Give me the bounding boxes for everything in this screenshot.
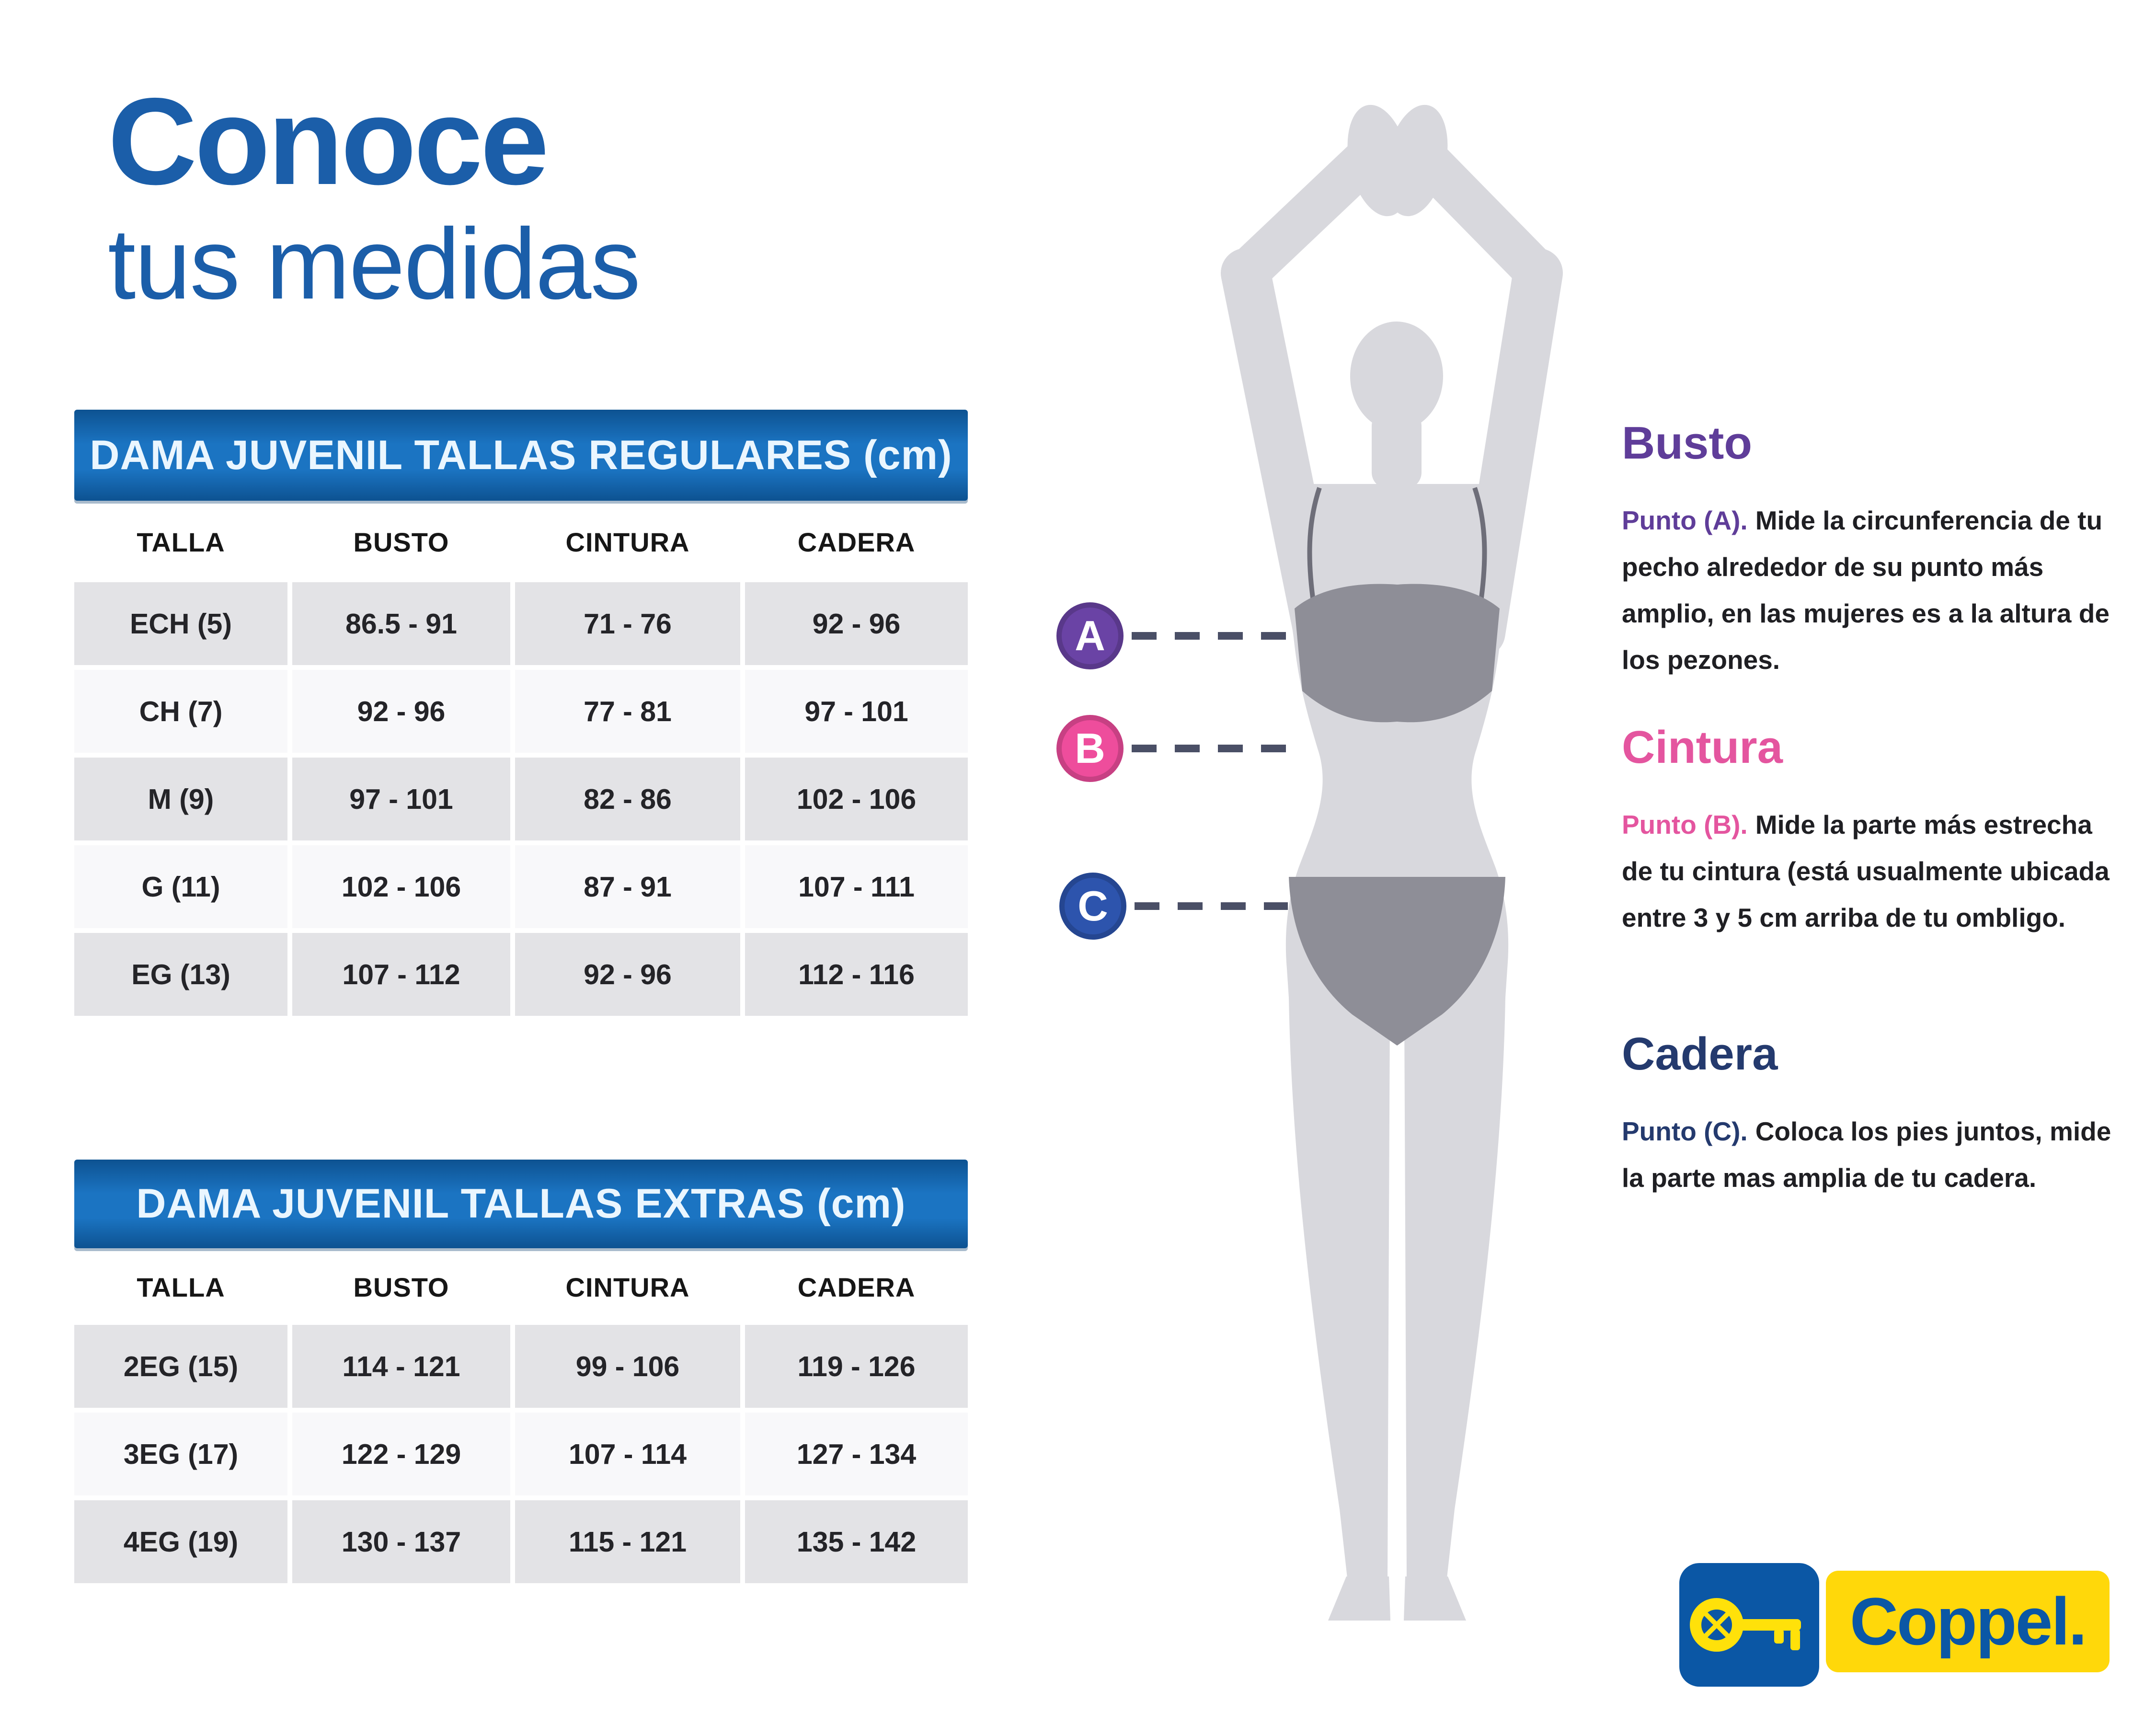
cintura-description: Punto (B). Mide la parte más estrecha de … — [1622, 802, 2115, 941]
coppel-logo: Coppel. — [1679, 1563, 2110, 1687]
cell-talla: 3EG (17) — [74, 1413, 287, 1495]
cell-cadera: 107 - 111 — [745, 845, 968, 928]
marker-c-label: C — [1078, 882, 1108, 930]
body-figure-illustration — [1174, 72, 1629, 1653]
cadera-description: Punto (C). Coloca los pies juntos, mide l… — [1622, 1108, 2115, 1201]
cell-talla: 2EG (15) — [74, 1325, 287, 1408]
column-header-talla: TALLA — [137, 527, 225, 557]
table-row: 2EG (15) 114 - 121 99 - 106 119 - 126 — [74, 1325, 968, 1408]
cell-busto: 122 - 129 — [292, 1413, 510, 1495]
cell-cadera: 97 - 101 — [745, 670, 968, 753]
guide-section-busto: Busto Punto (A). Mide la circunferencia d… — [1622, 417, 2139, 683]
table-row: EG (13) 107 - 112 92 - 96 112 - 116 — [74, 933, 968, 1016]
guide-section-cadera: Cadera Punto (C). Coloca los pies juntos,… — [1622, 1028, 2139, 1201]
cintura-heading: Cintura — [1622, 722, 1783, 773]
table-row: M (9) 97 - 101 82 - 86 102 - 106 — [74, 758, 968, 840]
guide-section-cintura: Cintura Punto (B). Mide la parte más estr… — [1622, 721, 2139, 941]
cell-cadera: 135 - 142 — [745, 1500, 968, 1583]
page-title: Conoce tus medidas — [108, 72, 641, 320]
cell-busto: 86.5 - 91 — [292, 582, 510, 665]
column-header-cintura: CINTURA — [565, 1272, 690, 1302]
table-extras-banner: DAMA JUVENIL TALLAS EXTRAS (cm) — [74, 1160, 968, 1248]
cell-cintura: 82 - 86 — [515, 758, 740, 840]
cell-busto: 114 - 121 — [292, 1325, 510, 1408]
marker-busto-a: A — [1056, 602, 1124, 669]
cell-talla: EG (13) — [74, 933, 287, 1016]
cell-talla: ECH (5) — [74, 582, 287, 665]
cadera-text: Coloca los pies juntos, mide la parte ma… — [1622, 1116, 2111, 1193]
column-header-cadera: CADERA — [797, 1272, 916, 1302]
cell-cintura: 115 - 121 — [515, 1500, 740, 1583]
cell-busto: 107 - 112 — [292, 933, 510, 1016]
table-row: 4EG (19) 130 - 137 115 - 121 135 - 142 — [74, 1500, 968, 1583]
mannequin-figure — [1221, 104, 1563, 1621]
cell-talla: G (11) — [74, 845, 287, 928]
cell-cintura: 77 - 81 — [515, 670, 740, 753]
cell-cadera: 92 - 96 — [745, 582, 968, 665]
table-row: 3EG (17) 122 - 129 107 - 114 127 - 134 — [74, 1413, 968, 1495]
table-extras-header-row: TALLA BUSTO CINTURA CADERA — [74, 1254, 968, 1320]
coppel-key-badge — [1679, 1563, 1819, 1687]
cell-busto: 102 - 106 — [292, 845, 510, 928]
busto-punto-label: Punto (A). — [1622, 506, 1748, 535]
cell-busto: 92 - 96 — [292, 670, 510, 753]
column-header-talla: TALLA — [137, 1272, 225, 1302]
coppel-wordmark: Coppel. — [1849, 1584, 2087, 1659]
page-title-line2: tus medidas — [108, 207, 641, 320]
column-header-cintura: CINTURA — [565, 527, 690, 557]
column-header-cadera: CADERA — [797, 527, 916, 557]
busto-heading: Busto — [1622, 417, 1752, 469]
cell-cintura: 107 - 114 — [515, 1413, 740, 1495]
table-row: G (11) 102 - 106 87 - 91 107 - 111 — [74, 845, 968, 928]
table-regulares-header-row: TALLA BUSTO CINTURA CADERA — [74, 506, 968, 577]
cell-talla: 4EG (19) — [74, 1500, 287, 1583]
table-row: CH (7) 92 - 96 77 - 81 97 - 101 — [74, 670, 968, 753]
busto-text: Mide la circunferencia de tu pecho alred… — [1622, 506, 2110, 675]
marker-b-label: B — [1075, 724, 1105, 772]
busto-description: Punto (A). Mide la circunferencia de tu p… — [1622, 497, 2115, 683]
table-regulares-banner-label: DAMA JUVENIL TALLAS REGULARES (cm) — [90, 432, 952, 478]
cell-cintura: 87 - 91 — [515, 845, 740, 928]
cintura-text: Mide la parte más estrecha de tu cintura… — [1622, 810, 2110, 932]
marker-cadera-c: C — [1059, 873, 1126, 940]
dash-line-a — [1132, 632, 1290, 640]
cell-cintura: 99 - 106 — [515, 1325, 740, 1408]
table-tallas-regulares: DAMA JUVENIL TALLAS REGULARES (cm) TALLA… — [74, 410, 968, 1016]
cell-cadera: 127 - 134 — [745, 1413, 968, 1495]
key-icon — [1690, 1598, 1801, 1652]
table-extras-banner-label: DAMA JUVENIL TALLAS EXTRAS (cm) — [136, 1181, 906, 1227]
cadera-punto-label: Punto (C). — [1622, 1116, 1748, 1146]
cell-cadera: 119 - 126 — [745, 1325, 968, 1408]
cell-cadera: 102 - 106 — [745, 758, 968, 840]
cell-cadera: 112 - 116 — [745, 933, 968, 1016]
coppel-wordmark-box: Coppel. — [1826, 1571, 2110, 1672]
cell-talla: M (9) — [74, 758, 287, 840]
page-title-line1: Conoce — [108, 72, 549, 210]
marker-a-label: A — [1075, 612, 1105, 659]
table-row: ECH (5) 86.5 - 91 71 - 76 92 - 96 — [74, 582, 968, 665]
cell-cintura: 92 - 96 — [515, 933, 740, 1016]
dash-line-c — [1135, 902, 1288, 910]
dash-line-b — [1132, 745, 1290, 752]
column-header-busto: BUSTO — [353, 1272, 449, 1302]
table-tallas-extras: DAMA JUVENIL TALLAS EXTRAS (cm) TALLA BU… — [74, 1160, 968, 1583]
marker-cintura-b: B — [1056, 715, 1124, 782]
cadera-heading: Cadera — [1622, 1028, 1778, 1080]
cell-cintura: 71 - 76 — [515, 582, 740, 665]
table-regulares-banner: DAMA JUVENIL TALLAS REGULARES (cm) — [74, 410, 968, 501]
cell-talla: CH (7) — [74, 670, 287, 753]
column-header-busto: BUSTO — [353, 527, 449, 557]
cell-busto: 130 - 137 — [292, 1500, 510, 1583]
cell-busto: 97 - 101 — [292, 758, 510, 840]
cintura-punto-label: Punto (B). — [1622, 810, 1748, 840]
